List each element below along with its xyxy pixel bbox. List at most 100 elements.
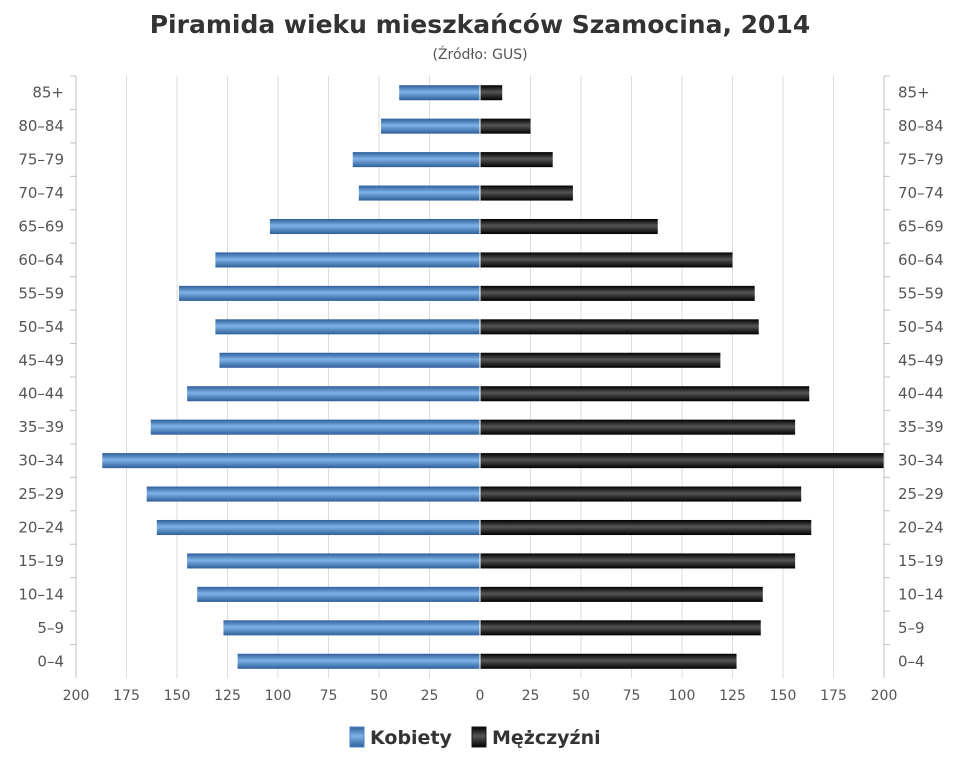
category-label-left: 0–4: [37, 652, 64, 670]
category-label-left: 45–49: [18, 351, 64, 369]
bar-kobiety: [237, 653, 480, 669]
legend-swatch: [349, 726, 365, 748]
category-label-left: 50–54: [18, 318, 64, 336]
category-label-left: 65–69: [18, 218, 64, 236]
bar-kobiety: [352, 152, 480, 168]
x-tick-label: 175: [820, 688, 847, 704]
x-tick-label: 200: [871, 688, 898, 704]
bar-kobiety: [219, 352, 481, 368]
bar-mezczyzni: [480, 252, 733, 268]
bar-mezczyzni: [480, 352, 721, 368]
category-label-right: 65–69: [898, 218, 944, 236]
category-label-right: 70–74: [898, 184, 944, 202]
x-tick-label: 0: [476, 688, 485, 704]
category-label-left: 75–79: [18, 151, 64, 169]
x-tick-label: 150: [770, 688, 797, 704]
bar-mezczyzni: [480, 152, 553, 168]
bar-kobiety: [150, 419, 481, 435]
bar-kobiety: [102, 453, 480, 469]
legend-label: Kobiety: [370, 727, 453, 749]
x-tick-label: 150: [164, 688, 191, 704]
legend[interactable]: Kobiety Mężczyźni: [349, 726, 601, 749]
bar-kobiety: [146, 486, 480, 502]
bar-mezczyzni: [480, 553, 796, 569]
category-label-left: 35–39: [18, 418, 64, 436]
legend-item[interactable]: Kobiety: [349, 726, 453, 749]
x-tick-label: 100: [265, 688, 292, 704]
bar-mezczyzni: [480, 118, 531, 134]
bar-mezczyzni: [480, 453, 884, 469]
x-tick-label: 175: [113, 688, 140, 704]
bar-kobiety: [223, 620, 480, 636]
category-label-right: 80–84: [898, 117, 944, 135]
category-label-left: 30–34: [18, 452, 64, 470]
category-label-left: 85+: [32, 84, 64, 102]
category-label-right: 55–59: [898, 284, 944, 302]
category-label-left: 5–9: [37, 619, 64, 637]
bar-mezczyzni: [480, 185, 573, 201]
bar-kobiety: [187, 553, 480, 569]
bar-mezczyzni: [480, 586, 763, 602]
category-label-right: 10–14: [898, 585, 944, 603]
bar-mezczyzni: [480, 653, 737, 669]
category-label-left: 20–24: [18, 519, 64, 537]
legend-label: Mężczyźni: [492, 727, 601, 749]
chart-subtitle: (Źródło: GUS): [432, 45, 527, 63]
category-label-right: 50–54: [898, 318, 944, 336]
x-tick-label: 125: [719, 688, 746, 704]
x-tick-label: 125: [214, 688, 241, 704]
bar-kobiety: [381, 118, 480, 134]
category-label-right: 60–64: [898, 251, 944, 269]
category-label-right: 0–4: [898, 652, 925, 670]
bar-kobiety: [215, 252, 480, 268]
category-label-left: 40–44: [18, 385, 64, 403]
bar-mezczyzni: [480, 419, 796, 435]
bar-mezczyzni: [480, 519, 812, 536]
bar-kobiety: [269, 218, 480, 235]
x-tick-label: 25: [421, 688, 439, 704]
category-label-left: 80–84: [18, 117, 64, 135]
bar-kobiety: [197, 586, 480, 602]
category-label-right: 85+: [898, 84, 930, 102]
category-label-right: 5–9: [898, 619, 925, 637]
category-label-right: 35–39: [898, 418, 944, 436]
bar-kobiety: [187, 386, 480, 402]
bar-mezczyzni: [480, 486, 802, 502]
category-label-left: 10–14: [18, 585, 64, 603]
category-label-left: 60–64: [18, 251, 64, 269]
category-label-left: 55–59: [18, 284, 64, 302]
bar-mezczyzni: [480, 319, 759, 335]
bar-mezczyzni: [480, 386, 810, 402]
bar-mezczyzni: [480, 85, 503, 101]
x-tick-label: 50: [572, 688, 590, 704]
bar-mezczyzni: [480, 218, 658, 235]
legend-item[interactable]: Mężczyźni: [471, 726, 601, 749]
category-label-right: 20–24: [898, 519, 944, 537]
category-label-left: 25–29: [18, 485, 64, 503]
bar-kobiety: [179, 285, 480, 301]
chart-title: Piramida wieku mieszkańców Szamocina, 20…: [150, 10, 811, 39]
category-label-right: 15–19: [898, 552, 944, 570]
x-tick-label: 75: [320, 688, 338, 704]
x-tick-label: 25: [522, 688, 540, 704]
category-label-right: 45–49: [898, 351, 944, 369]
x-tick-label: 75: [623, 688, 641, 704]
axes: 200 175 150 125 100 75 50 25 0 25 50 75 100 125 150 175…: [18, 75, 944, 704]
category-label-left: 70–74: [18, 184, 64, 202]
x-tick-label: 100: [669, 688, 696, 704]
bar-kobiety: [399, 85, 480, 101]
category-label-right: 40–44: [898, 385, 944, 403]
category-label-right: 30–34: [898, 452, 944, 470]
category-label-left: 15–19: [18, 552, 64, 570]
category-label-right: 75–79: [898, 151, 944, 169]
x-tick-label: 200: [63, 688, 90, 704]
legend-swatch: [471, 726, 487, 748]
bar-kobiety: [156, 519, 481, 536]
x-tick-label: 50: [370, 688, 388, 704]
bar-mezczyzni: [480, 285, 755, 301]
bar-kobiety: [215, 319, 480, 335]
bar-mezczyzni: [480, 620, 761, 636]
category-label-right: 25–29: [898, 485, 944, 503]
